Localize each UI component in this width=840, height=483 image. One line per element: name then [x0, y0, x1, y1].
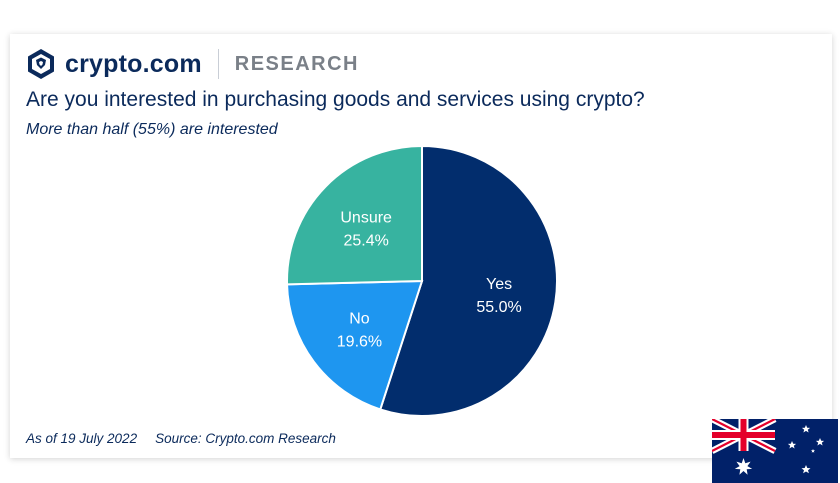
chart-card: crypto.com RESEARCH Are you interested i…: [10, 34, 838, 483]
source-note: Source: Crypto.com Research: [155, 431, 336, 446]
slice-label-yes: Yes: [486, 276, 512, 293]
brand-name: crypto.com: [65, 49, 202, 78]
brand-header: crypto.com RESEARCH: [26, 47, 359, 81]
chart-title: Are you interested in purchasing goods a…: [26, 88, 645, 111]
chart-subtitle: More than half (55%) are interested: [26, 121, 278, 138]
slice-value-no: 19.6%: [337, 334, 382, 351]
slice-label-no: No: [349, 311, 370, 328]
australia-flag-icon: [712, 419, 838, 483]
pie-slice-no: [286, 279, 424, 411]
chart-footer: As of 19 July 2022 Source: Crypto.com Res…: [26, 431, 336, 446]
pie-slice-yes: [379, 144, 558, 417]
as-of-date: As of 19 July 2022: [26, 431, 138, 446]
crypto-com-logo-icon: [28, 49, 54, 79]
slice-label-unsure: Unsure: [340, 210, 392, 227]
slice-value-unsure: 25.4%: [343, 233, 388, 250]
slice-value-yes: 55.0%: [476, 299, 521, 316]
pie-chart: Yes 55.0% No 19.6% Unsure 25.4%: [286, 144, 558, 417]
pie-slice-unsure: [286, 144, 423, 286]
brand-section-label: RESEARCH: [234, 52, 360, 75]
brand-divider: [217, 49, 219, 79]
